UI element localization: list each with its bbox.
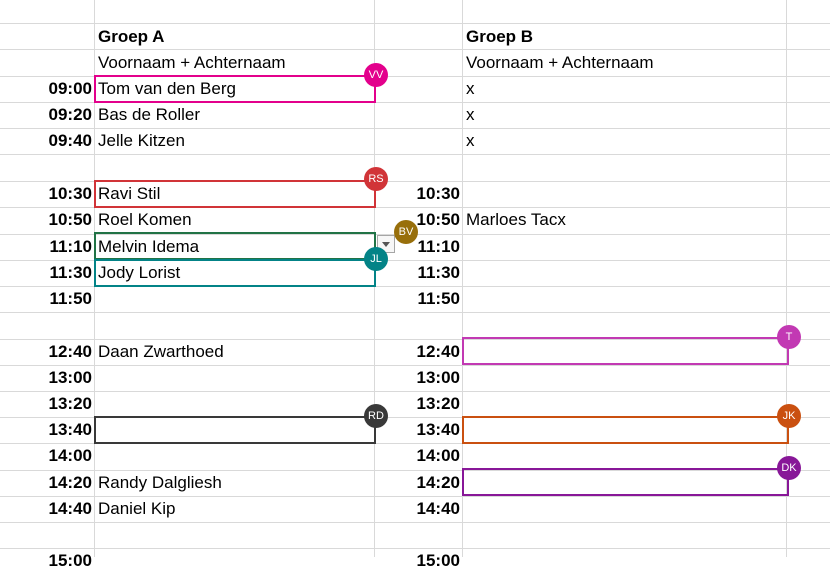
selection-box-jk (462, 416, 789, 444)
gridline (0, 443, 830, 444)
time-cell[interactable]: 12:40 (48, 342, 92, 361)
selection-box-dk (462, 468, 789, 496)
gridline (0, 76, 830, 77)
group-b-title[interactable]: Groep B (466, 27, 534, 46)
selection-box-rs (94, 180, 376, 208)
name-cell[interactable] (462, 496, 466, 522)
group-a-title[interactable]: Groep A (98, 27, 165, 46)
name-cell[interactable]: Melvin Idema (98, 237, 200, 256)
gridline (0, 496, 830, 497)
time-cell[interactable]: 09:40 (48, 131, 92, 150)
name-cell[interactable] (462, 443, 466, 469)
time-cell[interactable]: 14:40 (48, 499, 92, 518)
name-cell[interactable]: Ravi Stil (98, 184, 161, 203)
name-cell[interactable] (94, 365, 98, 391)
gridline (0, 102, 830, 103)
name-cell[interactable] (94, 443, 98, 469)
name-cell[interactable]: Daniel Kip (98, 499, 176, 518)
gridline (0, 365, 830, 366)
time-cell[interactable]: 15:00 (416, 551, 460, 570)
gridline (0, 548, 830, 549)
time-cell[interactable]: 14:00 (416, 446, 460, 465)
collaborator-avatar-rs[interactable]: RS (364, 167, 388, 191)
time-cell[interactable]: 13:40 (48, 420, 92, 439)
name-cell[interactable] (94, 286, 98, 312)
time-cell[interactable]: 10:50 (48, 210, 92, 229)
time-cell[interactable]: 11:10 (417, 237, 460, 256)
gridline (0, 339, 830, 340)
name-cell[interactable]: Daan Zwarthoed (98, 342, 224, 361)
gridline (0, 49, 830, 50)
time-cell[interactable]: 13:00 (416, 368, 460, 387)
gridline (0, 207, 830, 208)
name-cell[interactable]: Jelle Kitzen (98, 131, 185, 150)
time-cell[interactable]: 13:20 (48, 394, 92, 413)
gridline (462, 0, 463, 557)
name-cell[interactable] (94, 391, 98, 417)
name-cell[interactable] (462, 260, 466, 286)
gridline (0, 154, 830, 155)
collaborator-avatar-rd[interactable]: RD (364, 404, 388, 428)
gridline (0, 23, 830, 24)
gridline (786, 0, 787, 557)
collaborator-avatar-dk[interactable]: DK (777, 456, 801, 480)
name-cell[interactable]: Jody Lorist (98, 263, 181, 282)
name-cell[interactable] (462, 365, 466, 391)
active-cell-box (94, 232, 376, 260)
time-cell[interactable]: 13:40 (416, 420, 460, 439)
time-cell[interactable]: 11:50 (49, 289, 92, 308)
gridline (0, 181, 830, 182)
group-a-subtitle[interactable]: Voornaam + Achternaam (98, 53, 286, 72)
time-cell[interactable]: 15:00 (48, 551, 92, 570)
name-cell[interactable]: Roel Komen (98, 210, 192, 229)
time-cell[interactable]: 10:30 (416, 184, 460, 203)
name-cell[interactable] (462, 286, 466, 312)
gridline (0, 128, 830, 129)
name-cell[interactable]: Marloes Tacx (466, 210, 566, 229)
time-cell[interactable]: 11:50 (417, 289, 460, 308)
gridline (0, 312, 830, 313)
gridline (0, 470, 830, 471)
selection-box-vv (94, 75, 376, 103)
name-cell[interactable]: Bas de Roller (98, 105, 201, 124)
time-cell[interactable]: 14:00 (48, 446, 92, 465)
name-cell[interactable] (94, 548, 98, 574)
time-cell[interactable]: 13:00 (48, 368, 92, 387)
name-cell[interactable]: Tom van den Berg (98, 79, 236, 98)
gridline (0, 286, 830, 287)
gridline (0, 522, 830, 523)
time-cell[interactable]: 10:30 (48, 184, 92, 203)
collaborator-avatar-jk[interactable]: JK (777, 404, 801, 428)
group-b-subtitle[interactable]: Voornaam + Achternaam (466, 53, 654, 72)
name-cell[interactable] (462, 548, 466, 574)
name-cell[interactable] (462, 234, 466, 260)
time-cell[interactable]: 11:30 (417, 263, 460, 282)
gridline (0, 391, 830, 392)
time-cell[interactable]: 10:50 (416, 210, 460, 229)
group-b-x-cell[interactable]: x (466, 105, 475, 124)
time-cell[interactable]: 13:20 (416, 394, 460, 413)
selection-box-rd (94, 416, 376, 444)
collaborator-avatar-vv[interactable]: VV (364, 63, 388, 87)
time-cell[interactable]: 14:20 (416, 473, 460, 492)
time-cell[interactable]: 11:10 (49, 237, 92, 256)
time-cell[interactable]: 12:40 (416, 342, 460, 361)
name-cell[interactable] (462, 391, 466, 417)
name-cell[interactable] (462, 181, 466, 207)
gridline (0, 417, 830, 418)
collaborator-avatar-jl[interactable]: JL (364, 247, 388, 271)
group-b-x-cell[interactable]: x (466, 131, 475, 150)
collaborator-avatar-bv[interactable]: BV (394, 220, 418, 244)
collaborator-avatar-t[interactable]: T (777, 325, 801, 349)
time-cell[interactable]: 14:20 (48, 473, 92, 492)
gridline (0, 260, 830, 261)
selection-box-jl (94, 259, 376, 287)
time-cell[interactable]: 09:20 (48, 105, 92, 124)
selection-box-t (462, 337, 789, 365)
time-cell[interactable]: 14:40 (416, 499, 460, 518)
group-b-x-cell[interactable]: x (466, 79, 475, 98)
time-cell[interactable]: 09:00 (48, 79, 92, 98)
name-cell[interactable]: Randy Dalgliesh (98, 473, 222, 492)
time-cell[interactable]: 11:30 (49, 263, 92, 282)
